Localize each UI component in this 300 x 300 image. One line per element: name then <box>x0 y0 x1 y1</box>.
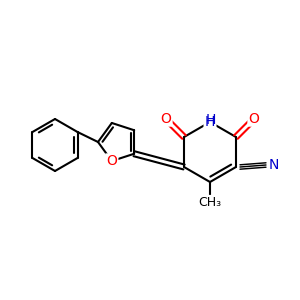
Text: O: O <box>248 112 260 126</box>
Text: N: N <box>268 158 280 172</box>
Text: CH₃: CH₃ <box>197 196 223 208</box>
Text: H: H <box>205 115 215 129</box>
Text: H: H <box>204 115 216 129</box>
Text: O: O <box>248 112 260 126</box>
Text: N: N <box>269 158 279 172</box>
Text: O: O <box>160 112 172 126</box>
Text: CH₃: CH₃ <box>198 196 222 208</box>
Text: O: O <box>160 112 172 126</box>
Text: O: O <box>106 154 117 168</box>
Text: O: O <box>106 154 118 168</box>
Text: H: H <box>206 113 216 127</box>
